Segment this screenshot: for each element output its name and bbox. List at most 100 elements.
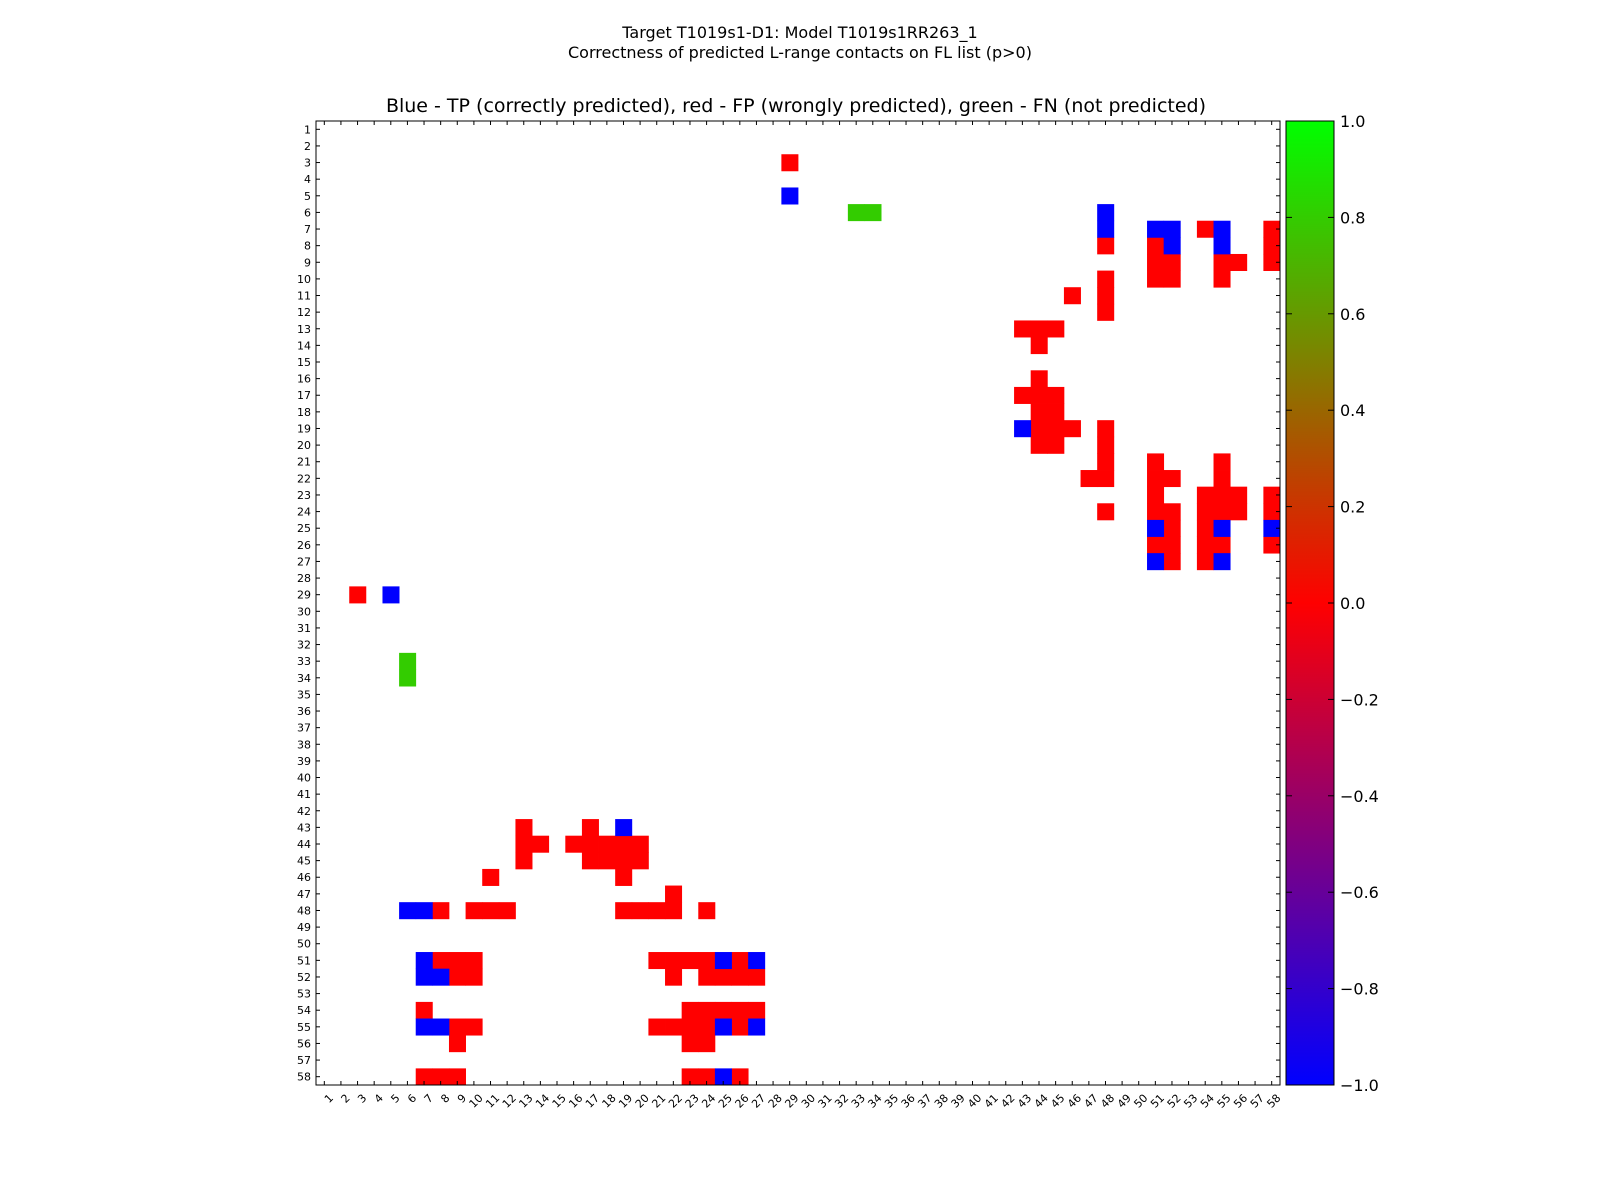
colorbar-tick-label: 0.0 xyxy=(1340,594,1365,613)
colorbar-tick-label: 0.2 xyxy=(1340,498,1365,517)
y-tick-label: 20 xyxy=(297,439,311,452)
contact-cell-fp xyxy=(1063,287,1081,305)
contact-cell-tp xyxy=(748,952,766,970)
y-tick-label: 18 xyxy=(297,406,311,419)
contact-cell-fp xyxy=(1147,486,1165,504)
y-tick-label: 33 xyxy=(297,655,311,668)
contact-cell-fp xyxy=(1047,420,1065,438)
contact-cell-fp xyxy=(781,154,799,172)
y-tick-label: 54 xyxy=(297,1004,311,1017)
contact-cell-fp xyxy=(1213,253,1231,271)
contact-cell-fp xyxy=(1196,220,1214,238)
contact-cell-fp xyxy=(448,1018,466,1036)
colorbar-tick-label: −1.0 xyxy=(1340,1076,1379,1095)
contact-cell-fp xyxy=(432,1068,450,1086)
figure-suptitle-line2: Correctness of predicted L-range contact… xyxy=(568,43,1032,62)
y-tick-label: 35 xyxy=(297,688,311,701)
y-tick-label: 11 xyxy=(297,290,311,303)
contact-cell-fp xyxy=(515,835,533,853)
contact-cell-fp xyxy=(1047,320,1065,338)
contact-cell-fp xyxy=(1263,253,1281,271)
x-tick-label: 9 xyxy=(455,1092,469,1106)
contact-cell-fp xyxy=(731,968,749,986)
contact-cell-tp xyxy=(1147,220,1165,238)
contact-cell-fp xyxy=(615,902,633,920)
contact-cell-fp xyxy=(1147,453,1165,471)
contact-cell-tp xyxy=(1213,237,1231,255)
contact-cell-tp xyxy=(415,1018,433,1036)
contact-cell-fp xyxy=(1014,386,1032,404)
y-tick-label: 28 xyxy=(297,572,311,585)
contact-cell-fp xyxy=(681,1035,699,1053)
contact-cell-tp xyxy=(432,1018,450,1036)
y-tick-label: 13 xyxy=(297,323,311,336)
x-tick-label: 8 xyxy=(438,1092,452,1106)
plot-area-frame xyxy=(315,120,1281,1086)
y-tick-label: 12 xyxy=(297,306,311,319)
contact-cell-tp xyxy=(714,1018,732,1036)
contact-cell-fp xyxy=(748,1001,766,1019)
contact-cell-fp xyxy=(581,835,599,853)
y-tick-label: 49 xyxy=(297,921,311,934)
colorbar-tick-label: 1.0 xyxy=(1340,112,1365,131)
contact-cell-fp xyxy=(598,835,616,853)
contact-cell-fp xyxy=(1230,253,1248,271)
y-tick-label: 44 xyxy=(297,838,311,851)
contact-cell-fp xyxy=(1030,386,1048,404)
y-tick-label: 58 xyxy=(297,1071,311,1084)
y-tick-label: 34 xyxy=(297,672,311,685)
contact-cell-fp xyxy=(1163,470,1181,488)
contact-cell-tp xyxy=(1213,519,1231,537)
contact-cell-tp xyxy=(1213,553,1231,571)
contact-cell-fp xyxy=(482,902,500,920)
contact-cell-fp xyxy=(515,852,533,870)
contact-cell-tp xyxy=(748,1018,766,1036)
y-tick-label: 4 xyxy=(304,173,311,186)
contact-cell-tp xyxy=(399,902,417,920)
contact-cell-fp xyxy=(698,952,716,970)
contact-cell-fp xyxy=(698,1001,716,1019)
contact-cell-fp xyxy=(631,852,649,870)
contact-cell-fp xyxy=(532,835,550,853)
y-tick-label: 3 xyxy=(304,157,311,170)
contact-cell-fp xyxy=(1047,386,1065,404)
contact-cell-fp xyxy=(448,1068,466,1086)
contact-cell-fp xyxy=(1147,470,1165,488)
y-tick-label: 29 xyxy=(297,589,311,602)
contact-cell-fp xyxy=(1263,536,1281,554)
y-tick-label: 53 xyxy=(297,988,311,1001)
contact-cell-fp xyxy=(598,852,616,870)
contact-cell-fp xyxy=(1213,486,1231,504)
contact-cell-fp xyxy=(1196,519,1214,537)
contact-cell-fp xyxy=(1080,470,1098,488)
contact-cell-fp xyxy=(1163,519,1181,537)
contact-cell-fp xyxy=(465,952,483,970)
contact-cell-fn xyxy=(399,669,417,687)
contact-cell-fp xyxy=(1230,486,1248,504)
contact-cell-fp xyxy=(482,868,500,886)
contact-cell-fp xyxy=(731,1018,749,1036)
y-tick-label: 26 xyxy=(297,539,311,552)
contact-cell-fp xyxy=(698,1018,716,1036)
contact-cell-fp xyxy=(1097,420,1115,438)
contact-cell-fp xyxy=(448,952,466,970)
colorbar-tick-label: −0.6 xyxy=(1340,883,1379,902)
contact-cell-tp xyxy=(1014,420,1032,438)
y-tick-label: 41 xyxy=(297,788,311,801)
x-tick-label: 58 xyxy=(1264,1092,1283,1111)
y-tick-label: 9 xyxy=(304,256,311,269)
y-tick-label: 6 xyxy=(304,206,311,219)
contact-cell-fp xyxy=(1097,270,1115,288)
contact-cell-fn xyxy=(399,652,417,670)
contact-cell-fp xyxy=(1230,503,1248,521)
y-tick-label: 43 xyxy=(297,821,311,834)
contact-cell-fp xyxy=(1196,503,1214,521)
contact-cell-fp xyxy=(1014,320,1032,338)
contact-cell-fp xyxy=(465,968,483,986)
contact-cell-fp xyxy=(1147,536,1165,554)
x-tick-label: 2 xyxy=(339,1092,353,1106)
y-tick-label: 8 xyxy=(304,240,311,253)
contact-cell-tp xyxy=(1263,519,1281,537)
y-tick-label: 30 xyxy=(297,605,311,618)
x-tick-label: 4 xyxy=(372,1092,386,1106)
